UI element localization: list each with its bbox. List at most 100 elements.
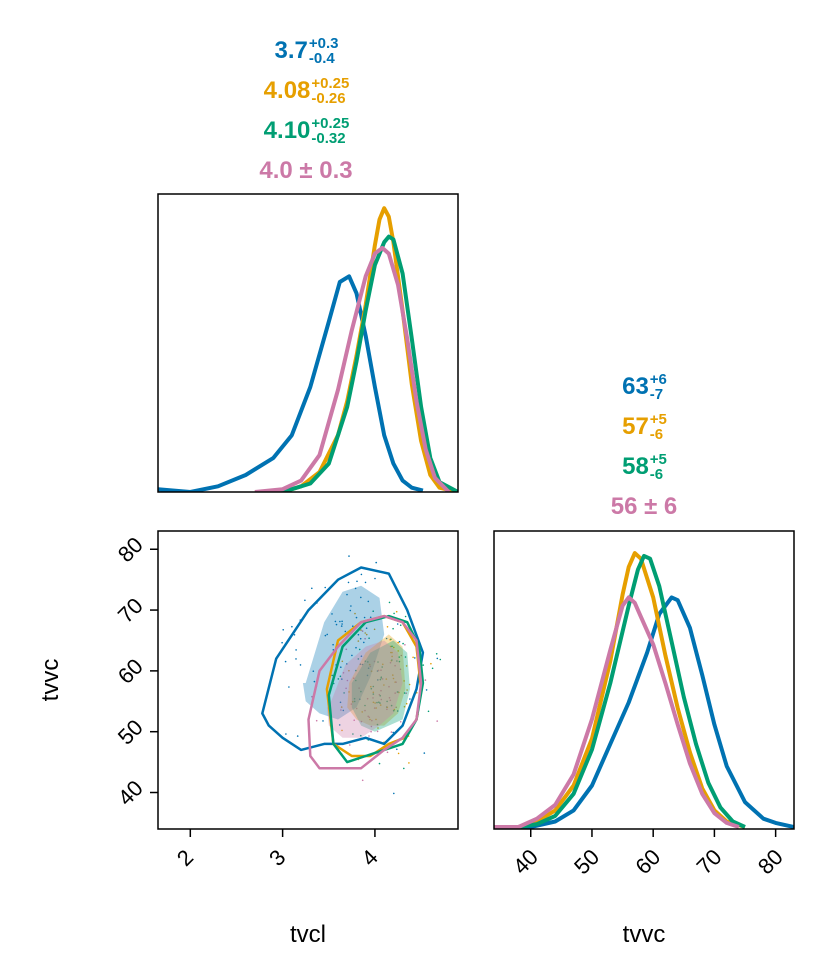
x-tick-label: 80 (753, 844, 788, 879)
sample-dot (372, 701, 375, 704)
sample-dot (370, 725, 373, 728)
posterior-sample-dots (281, 555, 442, 795)
sample-dot (312, 670, 315, 672)
sample-dot (372, 691, 375, 694)
sample-dot (368, 663, 371, 666)
sample-dot (425, 689, 428, 691)
sample-dot (408, 683, 411, 686)
sample-dot (376, 723, 379, 726)
summary-lower-error: -0.26 (311, 90, 345, 107)
sample-dot (399, 668, 402, 671)
sample-dot (370, 730, 372, 733)
sample-dot (346, 679, 349, 682)
summary-upper-error: +5 (650, 411, 667, 428)
sample-dot (350, 605, 352, 607)
sample-dot (390, 638, 392, 641)
tvcl-density-line-pink (254, 245, 451, 492)
sample-dot (357, 640, 360, 642)
sample-dot (351, 654, 353, 657)
tvvc-density-line-blue (494, 595, 794, 829)
sample-dot (389, 661, 392, 664)
sample-dot (380, 669, 382, 671)
sample-dot (324, 634, 327, 637)
sample-dot (285, 733, 287, 735)
sample-dot (436, 720, 439, 722)
sample-dot (379, 704, 382, 706)
summary-blue: 63 +6-7 (622, 371, 667, 403)
sample-dot (350, 703, 353, 705)
summary-orange: 57 +5-6 (622, 411, 667, 443)
sample-dot (373, 707, 376, 709)
sample-dot (344, 630, 347, 633)
sample-dot (409, 698, 411, 700)
sample-dot (392, 709, 395, 712)
sample-dot (398, 656, 401, 658)
sample-dot (391, 651, 393, 654)
sample-dot (385, 637, 388, 640)
sample-dot (422, 664, 425, 666)
contour-fill-green (351, 640, 410, 732)
sample-dot (406, 689, 408, 691)
x-axis-label-tvcl: tvcl (290, 921, 326, 948)
sample-dot (436, 657, 439, 660)
sample-dot (349, 744, 351, 746)
sample-dot (403, 767, 405, 770)
sample-dot (396, 623, 399, 625)
sample-dot (396, 691, 399, 693)
sample-dot (355, 669, 357, 672)
sample-dot (380, 676, 383, 678)
y-tick-label: 50 (113, 715, 148, 750)
sample-dot (393, 792, 395, 795)
tvcl-density-line-blue (158, 274, 424, 492)
sample-dot (347, 581, 350, 584)
sample-dot (345, 648, 348, 651)
sample-dot (360, 720, 363, 723)
sample-dot (348, 555, 350, 557)
sample-dot (368, 735, 370, 737)
x-tick-label: 40 (508, 844, 543, 879)
y-tick-label: 80 (113, 532, 148, 567)
sample-dot (293, 634, 296, 636)
sample-dot (381, 678, 384, 680)
sample-dot (367, 661, 369, 663)
sample-dot (397, 650, 400, 652)
sample-dot (304, 599, 306, 602)
summary-upper-error: +0.25 (311, 75, 349, 92)
sample-dot (288, 686, 290, 688)
sample-dot (403, 705, 406, 708)
sample-dot (370, 687, 373, 690)
tvvc-density-line-pink (494, 595, 740, 829)
sample-dot (386, 751, 389, 754)
sample-dot (375, 718, 377, 721)
sample-dot (386, 708, 388, 711)
summary-lower-error: -0.32 (311, 130, 345, 147)
sample-dot (361, 663, 364, 666)
sample-dot (341, 678, 343, 680)
sample-dot (360, 596, 362, 599)
x-tick-label: 3 (264, 845, 290, 871)
sample-dot (386, 706, 389, 709)
sample-dot (377, 727, 379, 729)
sample-dot (400, 654, 403, 657)
sample-dot (342, 672, 345, 674)
tvvc-density-line-orange (494, 551, 746, 829)
sample-dot (291, 625, 293, 628)
summary-upper-error: +0.3 (309, 35, 339, 52)
sample-dot (359, 663, 362, 665)
summary-median: 4.08 (264, 77, 311, 104)
x-tick-label: 4 (356, 845, 382, 871)
sample-dot (377, 679, 379, 681)
sample-dot (340, 706, 343, 708)
summary-pink: 4.0 ± 0.3 (259, 157, 352, 184)
summary-median: 4.10 (264, 117, 311, 144)
sample-dot (363, 616, 366, 619)
tvvc-marginal-panel: 40 50 60 70 80 (493, 530, 795, 879)
sample-dot (412, 656, 414, 659)
summary-pink: 56 ± 6 (611, 493, 678, 520)
sample-dot (386, 626, 389, 628)
sample-dot (364, 637, 366, 640)
y-tick-label: 70 (113, 593, 148, 628)
sample-dot (295, 658, 297, 660)
sample-dot (369, 616, 372, 619)
